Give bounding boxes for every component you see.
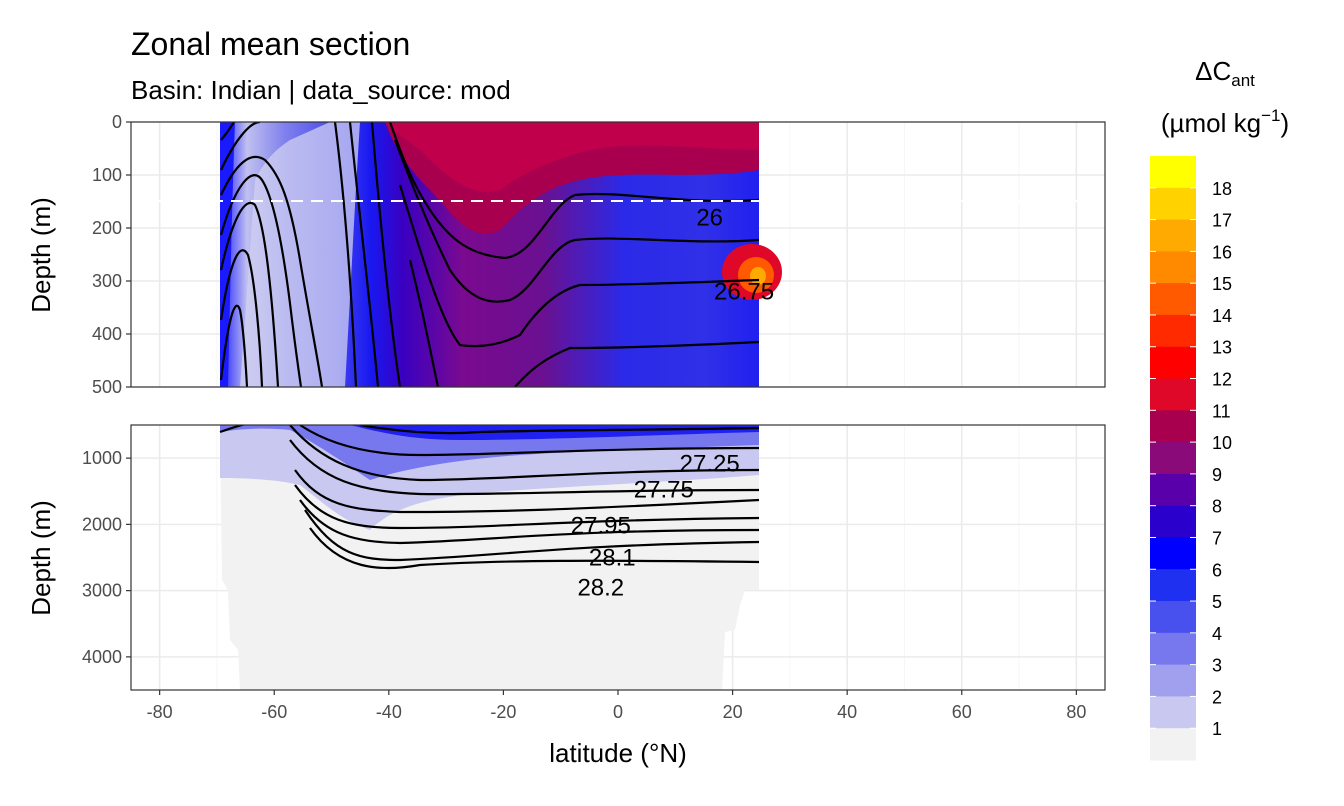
legend-swatch: [1150, 505, 1196, 539]
legend-title-sub: ant: [1231, 71, 1255, 90]
upper-field: [220, 122, 782, 387]
upper-panel-border: [130, 121, 1106, 388]
x-tick-label: -60: [261, 702, 287, 722]
contour-label: 28.1: [589, 545, 636, 572]
legend-colorbar: 18 17 16 15 14 13 12 11 10 9 8 7 6 5 4 3 2 1: [1150, 156, 1232, 761]
legend-label: 18: [1212, 179, 1232, 199]
upper-field-highest: [385, 122, 759, 192]
x-axis-title: latitude (°N): [549, 738, 687, 768]
legend-title-main: ΔC: [1195, 56, 1231, 86]
legend-swatch: [1150, 219, 1196, 252]
contour-label: 27.25: [680, 450, 740, 477]
legend-swatch: [1150, 378, 1196, 411]
legend-swatch: [1150, 346, 1196, 380]
legend-swatch: [1150, 410, 1196, 443]
y-tick-label: 4000: [82, 647, 122, 667]
legend-label: 16: [1212, 242, 1232, 262]
legend-label: 1: [1212, 719, 1222, 739]
legend-swatch: [1150, 473, 1196, 507]
legend: ΔCant (µmol kg−1) 1817161514131211109876…: [1150, 56, 1289, 761]
upper-contour-labels: 26 26.75: [696, 204, 774, 305]
y-tick-label: 100: [92, 165, 122, 185]
y-tick-label: 0: [112, 112, 122, 132]
y-tick-label: 3000: [82, 581, 122, 601]
legend-label: 7: [1212, 528, 1222, 548]
lower-field: [220, 425, 759, 690]
upper-y-axis-title: Depth (m): [26, 197, 56, 313]
x-tick-label: -80: [147, 702, 173, 722]
contour-label: 26: [696, 204, 723, 231]
legend-swatch: [1150, 283, 1196, 316]
chart-title: Zonal mean section: [131, 26, 410, 62]
legend-swatch: [1150, 601, 1196, 634]
legend-label: 12: [1212, 370, 1232, 390]
legend-swatch: [1150, 156, 1196, 189]
legend-label: 10: [1212, 433, 1232, 453]
legend-label: 17: [1212, 211, 1232, 231]
legend-swatch: [1150, 442, 1196, 475]
legend-swatch: [1150, 251, 1196, 284]
legend-label: 15: [1212, 274, 1232, 294]
x-tick-label: 0: [613, 702, 623, 722]
chart-subtitle: Basin: Indian | data_source: mod: [131, 75, 511, 105]
x-tick-label: 60: [952, 702, 972, 722]
upper-isopycnals: [219, 122, 760, 387]
legend-swatch: [1150, 664, 1196, 698]
lower-isopycnals: [219, 425, 760, 570]
legend-swatch: [1150, 728, 1196, 761]
upper-y-axis: 0 100 200 300 400 500: [92, 112, 131, 397]
legend-swatch: [1150, 569, 1196, 602]
legend-swatch: [1150, 537, 1196, 570]
contour-label: 26.75: [714, 279, 774, 306]
legend-label: 13: [1212, 338, 1232, 358]
y-tick-label: 300: [92, 271, 122, 291]
legend-label: 2: [1212, 687, 1222, 707]
lower-y-axis-title: Depth (m): [26, 500, 56, 616]
x-axis: -80 -60 -40 -20 0 20 40 60 80: [147, 690, 1086, 722]
x-tick-label: -40: [376, 702, 402, 722]
legend-label: 11: [1212, 401, 1231, 421]
legend-units-main: (µmol kg: [1161, 108, 1261, 138]
x-tick-label: 20: [723, 702, 743, 722]
contour-label: 27.95: [571, 513, 631, 540]
legend-label: 5: [1212, 592, 1222, 612]
contour-label: 27.75: [634, 476, 694, 503]
y-tick-label: 500: [92, 377, 122, 397]
upper-panel: 26 26.75 0 100 200 300 400 500: [92, 112, 1106, 397]
legend-units: (µmol kg−1): [1161, 106, 1289, 138]
lower-y-axis: 1000 2000 3000 4000: [82, 448, 131, 667]
legend-label: 14: [1212, 306, 1232, 326]
legend-swatch: [1150, 187, 1196, 221]
y-tick-label: 200: [92, 218, 122, 238]
y-tick-label: 1000: [82, 448, 122, 468]
x-tick-label: -20: [490, 702, 516, 722]
legend-label: 6: [1212, 560, 1222, 580]
legend-label: 8: [1212, 497, 1222, 517]
legend-units-sup: −1: [1261, 106, 1280, 125]
legend-label: 4: [1212, 624, 1222, 644]
legend-title: ΔCant: [1195, 56, 1255, 90]
legend-swatch: [1150, 632, 1196, 666]
legend-label: 3: [1212, 656, 1222, 676]
legend-swatch: [1150, 696, 1196, 729]
y-tick-label: 2000: [82, 514, 122, 534]
legend-swatch: [1150, 314, 1196, 348]
legend-units-end: ): [1280, 108, 1289, 138]
contour-label: 28.2: [577, 574, 624, 601]
legend-label: 9: [1212, 465, 1222, 485]
lower-field-mid: [220, 425, 759, 480]
x-tick-label: 40: [837, 702, 857, 722]
y-tick-label: 400: [92, 324, 122, 344]
x-tick-label: 80: [1066, 702, 1086, 722]
